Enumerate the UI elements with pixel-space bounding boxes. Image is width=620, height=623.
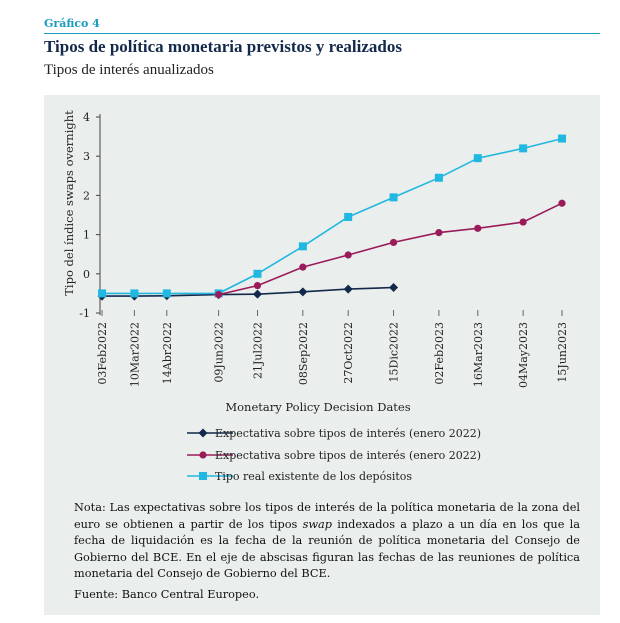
y-tick-label: 2 <box>83 189 90 202</box>
x-tick-label: 14Abr2022 <box>161 322 174 384</box>
data-point-series-1 <box>389 283 399 293</box>
data-point-series-2 <box>253 281 262 290</box>
x-tick-label: 10Mar2022 <box>128 322 141 387</box>
chart-note: Nota: Las expectativas sobre los tipos d… <box>74 500 580 583</box>
line-chart: -1 0 1 2 3 4 03Feb2022 10Mar2022 14Abr2022 09Jun… <box>62 110 569 483</box>
legend-label: Tipo real existente de los depósitos <box>215 470 412 483</box>
x-tick-label: 16Mar2023 <box>472 322 485 387</box>
data-point-series-2 <box>519 218 527 226</box>
data-point-series-2 <box>299 263 307 271</box>
chart-axes <box>96 114 563 316</box>
x-tick-labels: 03Feb2022 10Mar2022 14Abr2022 09Jun2022 21Ju… <box>96 322 569 388</box>
header-rule <box>44 33 600 34</box>
x-axis-label: Monetary Policy Decision Dates <box>225 400 410 414</box>
x-tick-label: 03Feb2022 <box>96 322 109 385</box>
data-point-series-3 <box>162 289 171 298</box>
legend-marker <box>199 451 207 459</box>
figure-label: Gráfico 4 <box>44 17 100 30</box>
x-tick-label: 27Oct2022 <box>342 322 355 384</box>
series-line-3 <box>102 137 563 295</box>
data-point-series-2 <box>558 199 566 207</box>
note-text-1: Nota: Las expectativas sobre los tipos d… <box>74 501 580 531</box>
data-point-series-3 <box>253 269 262 278</box>
chart-title: Tipos de política monetaria previstos y … <box>44 37 402 56</box>
x-tick-label: 04May2023 <box>517 322 530 388</box>
y-tick-label: 1 <box>83 229 90 242</box>
chart-legend: Expectativa sobre tipos de interés (ener… <box>187 427 481 483</box>
legend-marker <box>198 428 208 438</box>
x-tick-label: 15Dic2022 <box>388 322 401 383</box>
legend-marker <box>199 472 207 480</box>
note-text-italic: swap <box>302 517 333 531</box>
x-tick-label: 15Jun2023 <box>556 322 569 383</box>
data-point-series-3 <box>389 193 398 202</box>
x-tick-label: 02Feb2023 <box>433 322 446 385</box>
legend-label: Expectativa sobre tipos de interés (ener… <box>215 427 481 440</box>
chart-panel <box>44 95 600 615</box>
y-tick-labels: -1 0 1 2 3 4 <box>79 111 90 320</box>
chart-subtitle: Tipos de interés anualizados <box>44 62 214 78</box>
data-point-series-1 <box>298 287 308 297</box>
data-point-series-2 <box>474 224 482 232</box>
note-text-2: indexados a plazo a un día en los que la… <box>74 517 580 581</box>
chart-source: Fuente: Banco Central Europeo. <box>74 588 260 601</box>
x-tick-label: 08Sep2022 <box>297 322 310 385</box>
data-point-series-3 <box>473 154 482 163</box>
data-point-series-2 <box>389 238 398 247</box>
y-tick-label: 4 <box>83 111 90 124</box>
y-tick-label: 0 <box>83 268 90 281</box>
legend-label: Expectativa sobre tipos de interés (ener… <box>215 449 481 462</box>
x-tick-label: 21Jul2022 <box>251 322 264 379</box>
data-point-series-2 <box>215 290 223 299</box>
data-point-series-1 <box>252 289 262 299</box>
series-line-2 <box>218 202 563 296</box>
y-tick-label: 3 <box>83 150 90 163</box>
data-point-series-1 <box>343 284 353 294</box>
data-point-series-3 <box>558 134 566 143</box>
data-point-series-2 <box>344 251 352 259</box>
data-point-series-3 <box>298 242 307 251</box>
data-point-series-3 <box>519 144 528 153</box>
y-axis-label: Tipo del índice swaps overnight <box>62 110 76 296</box>
chart-series <box>97 134 566 301</box>
y-tick-label: -1 <box>79 307 90 320</box>
x-tick-label: 09Jun2022 <box>213 322 226 383</box>
data-point-series-2 <box>435 229 443 237</box>
series-line-1 <box>102 286 394 297</box>
data-point-series-3 <box>344 212 353 221</box>
data-point-series-3 <box>98 289 106 298</box>
data-point-series-3 <box>130 289 139 298</box>
data-point-series-3 <box>434 173 443 182</box>
